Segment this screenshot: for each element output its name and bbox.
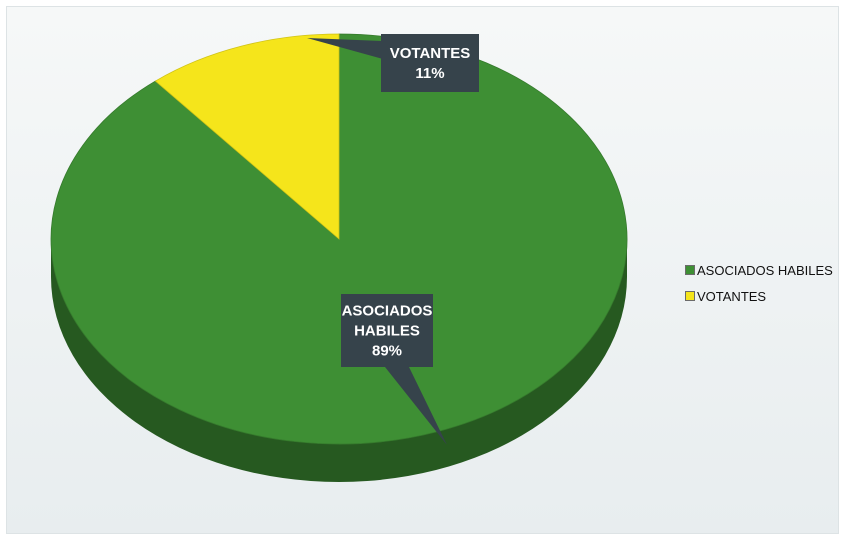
- legend-swatch-asociados-habiles: [685, 265, 695, 275]
- data-label-box-1: [381, 34, 479, 92]
- legend-item-asociados-habiles: ASOCIADOS HABILES: [685, 257, 833, 283]
- legend-label-asociados-habiles: ASOCIADOS HABILES: [697, 262, 833, 278]
- data-label-pointer-0: [385, 367, 447, 445]
- legend-swatch-votantes: [685, 291, 695, 301]
- pie-chart: ASOCIADOS HABILES 89% VOTANTES 11%: [50, 33, 628, 482]
- pie-slice-votantes: [154, 33, 340, 240]
- data-label-box-0: [341, 294, 433, 367]
- data-label-text-1-1: 11%: [415, 65, 444, 82]
- legend-label-votantes: VOTANTES: [697, 288, 767, 304]
- legend-item-votantes: VOTANTES: [685, 283, 833, 309]
- data-label-text-0-0: ASOCIADOS: [342, 303, 433, 320]
- legend: ASOCIADOS HABILES VOTANTES: [685, 257, 833, 309]
- data-label-text-1-0: VOTANTES: [390, 45, 471, 62]
- chart-area: ASOCIADOS HABILES 89% VOTANTES 11% ASOCIADOS…: [6, 6, 839, 534]
- data-label-text-0-1: HABILES: [354, 323, 420, 340]
- data-label-text-0-2: 89%: [372, 343, 402, 360]
- pie-side-0: [51, 239, 627, 482]
- data-label-pointer-1: [307, 38, 383, 59]
